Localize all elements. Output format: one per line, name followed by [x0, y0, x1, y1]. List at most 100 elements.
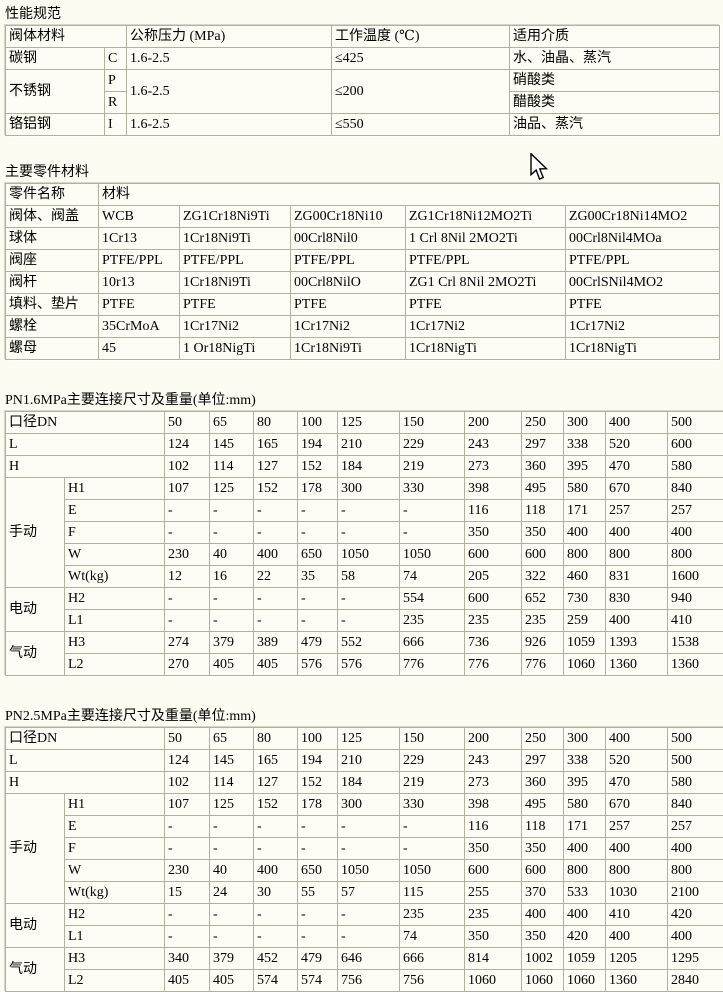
table-row: 碳钢 C 1.6-2.5 ≤425 水、油晶、蒸汽	[6, 48, 720, 70]
table-cell: 229	[400, 434, 465, 456]
table-cell: 1030	[606, 882, 668, 904]
table-cell: 400	[606, 728, 668, 750]
table-cell: 255	[465, 882, 522, 904]
table-cell: 274	[165, 632, 210, 654]
table-cell: 152	[298, 772, 338, 794]
header-cell-medium: 适用介质	[510, 26, 720, 48]
table-cell: -	[338, 904, 400, 926]
table-cell: 1Cr17Ni2	[566, 316, 720, 338]
table-cell: 205	[465, 566, 522, 588]
table-cell: 398	[465, 478, 522, 500]
table-cell: 235	[400, 904, 465, 926]
table-cell: 405	[210, 654, 254, 676]
table-cell: 400	[668, 838, 723, 860]
table-cell: 756	[338, 970, 400, 992]
table-cell: 1060	[564, 654, 606, 676]
table-cell: -	[338, 838, 400, 860]
table-cell: 145	[210, 434, 254, 456]
cell-param-label: H2	[65, 588, 165, 610]
table-cell: 125	[338, 728, 400, 750]
table-cell: 102	[165, 456, 210, 478]
table-header-row: 零件名称 材料	[6, 184, 720, 206]
table-cell: 1360	[668, 654, 723, 676]
cell-group-label-manual: 手动	[6, 794, 65, 904]
table-cell: -	[210, 926, 254, 948]
table-cell: 1 Or18NigTi	[180, 338, 291, 360]
table-cell: 400	[564, 838, 606, 860]
header-cell-pressure: 公称压力 (MPa)	[127, 26, 332, 48]
table-cell: 400	[564, 522, 606, 544]
table-cell: PTFE/PPL	[180, 250, 291, 272]
table-cell: -	[338, 588, 400, 610]
cell-param-label: W	[65, 544, 165, 566]
table-cell: 35	[298, 566, 338, 588]
table-cell: 107	[165, 794, 210, 816]
cell-medium: 水、油晶、蒸汽	[510, 48, 720, 70]
table-cell: 102	[165, 772, 210, 794]
table-cell: 460	[564, 566, 606, 588]
table-cell: 74	[400, 926, 465, 948]
table-cell: -	[165, 816, 210, 838]
table-cell: 116	[465, 816, 522, 838]
table-cell: 400	[668, 926, 723, 948]
header-cell-body-material: 阀体材料	[6, 26, 127, 48]
table-cell: 600	[465, 544, 522, 566]
cell-param-label: L2	[65, 654, 165, 676]
table-cell: 118	[522, 816, 564, 838]
table-cell: ZG1Cr18Ni9Ti	[180, 206, 291, 228]
table-cell: 322	[522, 566, 564, 588]
table-cell: 666	[400, 632, 465, 654]
table-cell: -	[254, 522, 298, 544]
table-cell: -	[210, 610, 254, 632]
table-cell: -	[254, 610, 298, 632]
table-cell: 400	[606, 412, 668, 434]
table-cell: 400	[522, 904, 564, 926]
table-cell: 576	[338, 654, 400, 676]
cell-param-label: L	[6, 434, 165, 456]
table-cell: 259	[564, 610, 606, 632]
cell-material-name: 碳钢	[6, 48, 105, 70]
table-cell: 580	[564, 794, 606, 816]
table-cell: 831	[606, 566, 668, 588]
table-cell: 235	[522, 610, 564, 632]
table-cell: 65	[210, 412, 254, 434]
table-cell: 840	[668, 478, 723, 500]
cell-temperature: ≤550	[332, 114, 510, 136]
table-cell: -	[254, 904, 298, 926]
table-cell: 100	[298, 728, 338, 750]
table-cell: 580	[668, 456, 723, 478]
table-cell: 125	[338, 412, 400, 434]
table-cell: 500	[668, 728, 723, 750]
table-cell: 600	[465, 588, 522, 610]
cell-param-label: F	[65, 522, 165, 544]
table-cell: 243	[465, 750, 522, 772]
table-cell: 1393	[606, 632, 668, 654]
table-cell: 420	[564, 926, 606, 948]
table-cell: -	[210, 500, 254, 522]
table-cell: 300	[338, 478, 400, 500]
table-cell: 80	[254, 412, 298, 434]
table-cell: 阀体、阀盖	[6, 206, 99, 228]
table-cell: PTFE	[180, 294, 291, 316]
cell-material-code: R	[105, 92, 127, 114]
table-cell: 1002	[522, 948, 564, 970]
table-cell: -	[165, 500, 210, 522]
table-cell: 210	[338, 434, 400, 456]
table-cell: 229	[400, 750, 465, 772]
table-cell: 350	[465, 926, 522, 948]
table-cell: ZG00Cr18Ni10	[291, 206, 406, 228]
cell-param-label: E	[65, 500, 165, 522]
table-cell: 533	[564, 882, 606, 904]
table-cell: 57	[338, 882, 400, 904]
